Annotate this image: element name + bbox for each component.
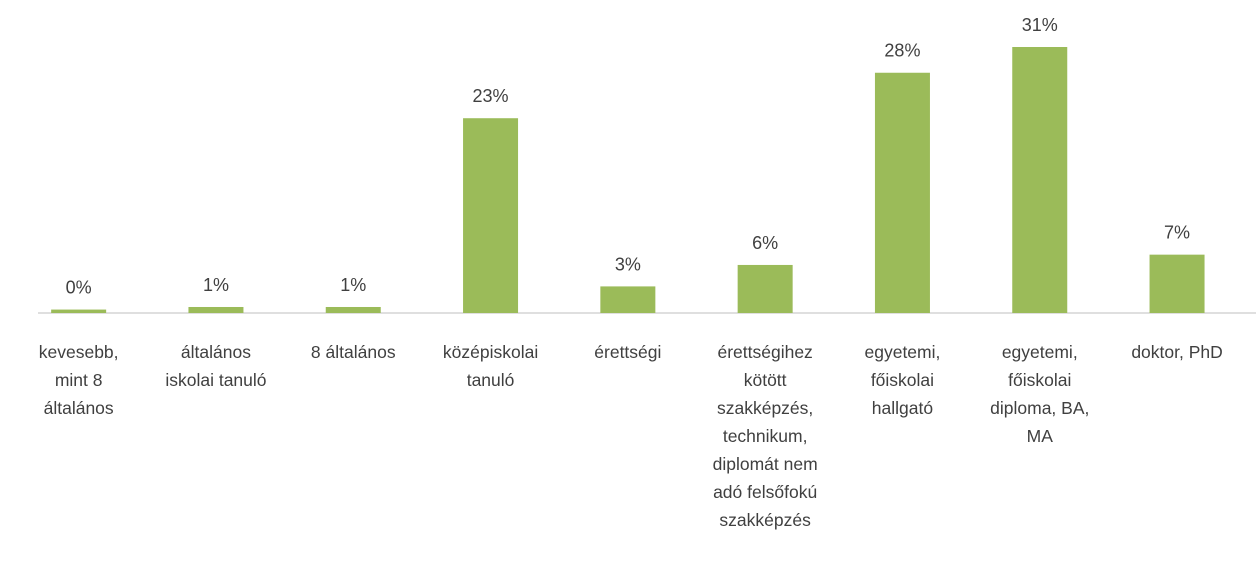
x-tick-label: középiskolai tanuló [442,342,539,390]
data-label: 1% [203,275,229,295]
x-tick-label: egyetemi, főiskolai diploma, BA, MA [990,342,1090,446]
data-label: 0% [66,278,92,298]
x-tick-label: érettségihez kötött szakképzés, techniku… [712,342,818,530]
bar [874,72,930,313]
bar [463,118,519,313]
x-tick-label: egyetemi, főiskolai hallgató [864,342,941,418]
bar [1149,254,1205,313]
x-tick-label: kevesebb, mint 8 általános [38,342,119,418]
x-tick-label: érettségi [594,342,662,362]
bar [325,306,381,313]
data-label: 6% [752,233,778,253]
bar [737,264,793,313]
data-label: 3% [615,254,641,274]
bar [188,306,244,313]
data-label: 23% [473,86,509,106]
data-label: 28% [884,41,920,61]
x-tick-label: doktor, PhD [1131,342,1223,362]
data-label: 31% [1022,15,1058,35]
bar [51,309,107,313]
bar [1012,47,1068,313]
bar [600,286,656,313]
x-tick-label: 8 általános [310,342,396,362]
data-label: 7% [1164,223,1190,243]
x-tick-label: általános iskolai tanuló [165,342,267,390]
data-label: 1% [340,275,366,295]
